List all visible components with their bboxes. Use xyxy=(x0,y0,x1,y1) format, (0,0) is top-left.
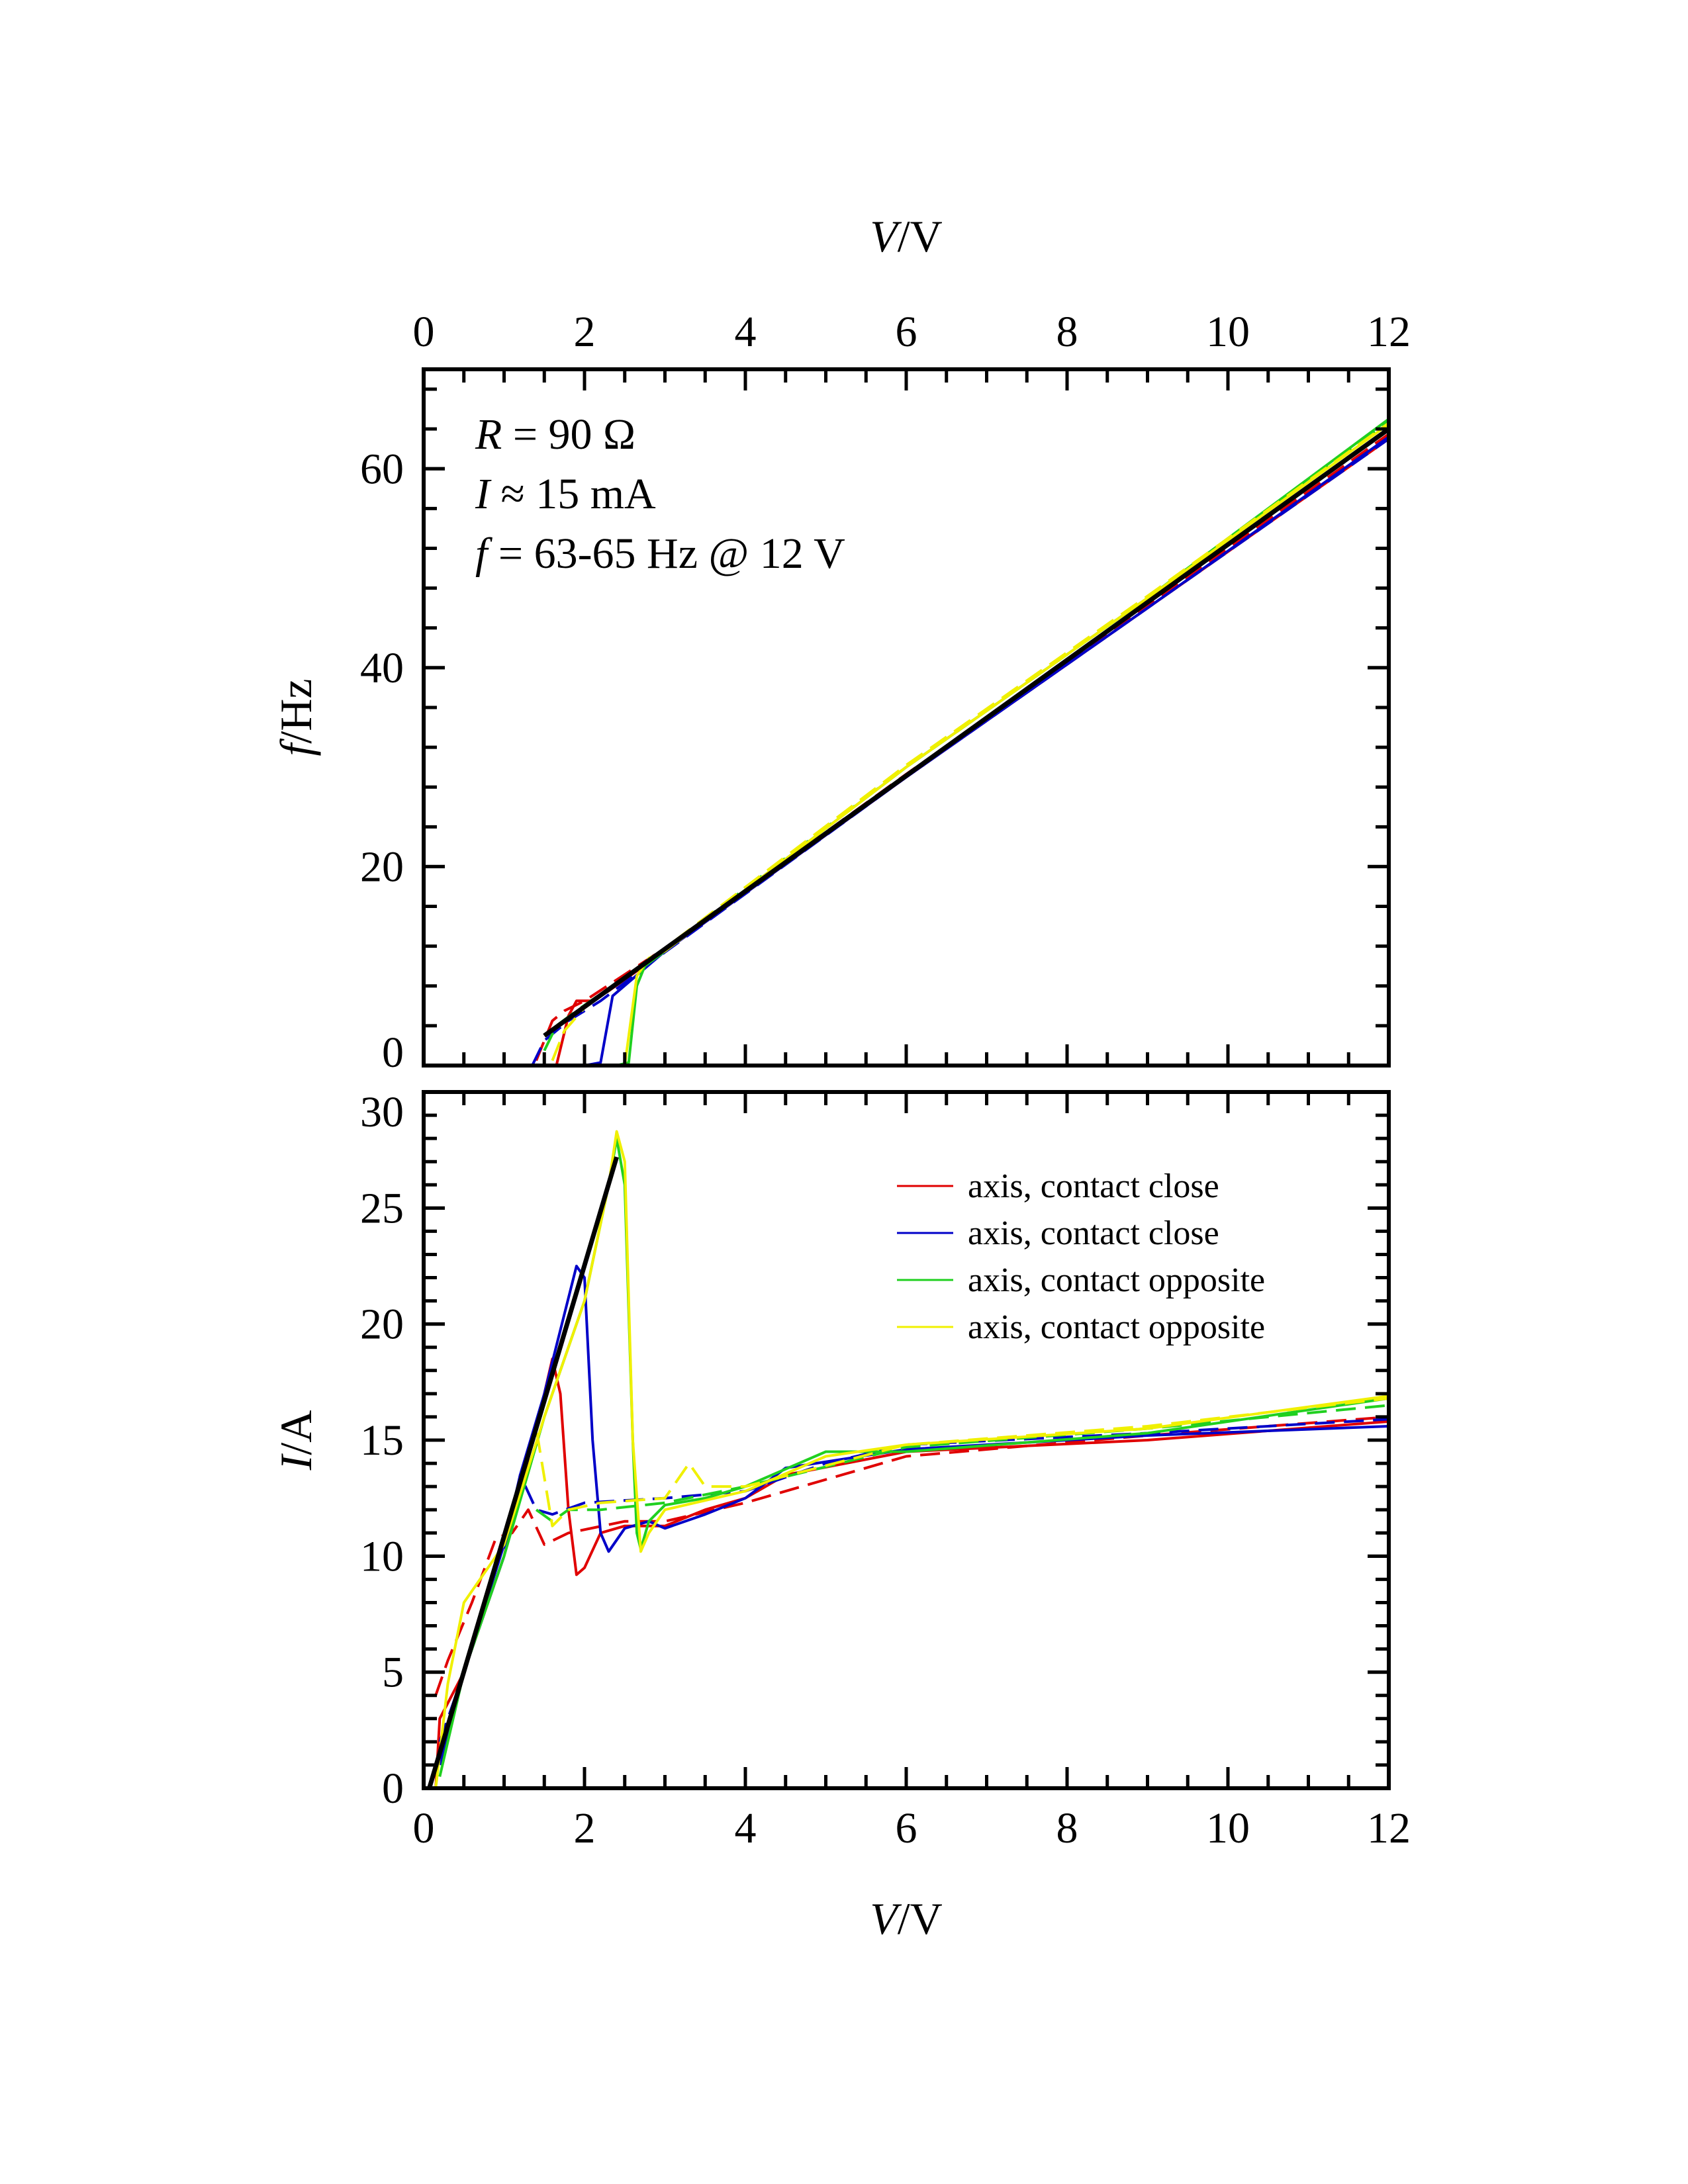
plot-frame xyxy=(422,1090,1391,1790)
series-group xyxy=(427,1130,1389,1788)
y-tick-label: 5 xyxy=(382,1649,404,1697)
x-axis-var: V xyxy=(870,211,902,261)
series-line-dashed xyxy=(535,433,1389,1062)
y-tick-label: 15 xyxy=(360,1416,404,1465)
y-tick-label: 25 xyxy=(360,1184,404,1232)
series-line-dashed xyxy=(535,1404,1389,1523)
x-tick-label: 10 xyxy=(1206,1804,1250,1852)
x-axis-unit: /V xyxy=(898,1893,943,1944)
y-axis-title: f/Hz xyxy=(271,678,321,756)
annotation-var: I xyxy=(475,470,492,518)
x-tick-label: 6 xyxy=(896,1804,917,1852)
fit-line xyxy=(427,1156,619,1788)
legend-label: axis, contact opposite xyxy=(968,1308,1265,1346)
x-tick-label: 0 xyxy=(413,1804,435,1852)
y-tick-label: 30 xyxy=(360,1088,404,1136)
y-axis-var: I xyxy=(271,1453,321,1471)
series-line-dashed xyxy=(531,437,1389,1066)
legend-label: axis, contact opposite xyxy=(968,1261,1265,1299)
annotation-text: R = 90 Ω xyxy=(475,410,635,459)
annotation-text: f = 63-65 Hz @ 12 V xyxy=(475,529,845,578)
legend-label: axis, contact close xyxy=(968,1167,1219,1205)
annotation-var: R xyxy=(475,410,502,459)
y-axis-unit: /A xyxy=(271,1410,321,1455)
x-tick-label: 12 xyxy=(1367,1804,1411,1852)
x-tick-label: 0 xyxy=(413,308,435,356)
x-tick-label: 8 xyxy=(1056,1804,1078,1852)
x-axis-title: V/V xyxy=(870,1893,943,1944)
y-tick-label: 20 xyxy=(360,1300,404,1349)
y-tick-label: 60 xyxy=(360,445,404,493)
series-line-dashed xyxy=(438,1418,1389,1743)
x-tick-label: 8 xyxy=(1056,308,1078,356)
y-tick-label: 10 xyxy=(360,1532,404,1580)
y-tick-label: 0 xyxy=(382,1764,404,1813)
y-tick-label: 0 xyxy=(382,1028,404,1077)
x-axis-unit: /V xyxy=(898,211,943,261)
y-tick-label: 40 xyxy=(360,644,404,692)
annotation-value: = 63-65 Hz @ 12 V xyxy=(487,529,845,578)
x-tick-label: 4 xyxy=(735,1804,757,1852)
series-line-solid xyxy=(434,1357,1389,1788)
annotation-text: I ≈ 15 mA xyxy=(475,470,656,518)
x-tick-label: 4 xyxy=(735,308,757,356)
series-line-solid xyxy=(424,423,1389,1066)
x-tick-label: 10 xyxy=(1206,308,1250,356)
annotation-value: ≈ 15 mA xyxy=(490,470,656,518)
x-axis-title: V/V xyxy=(870,211,943,261)
y-axis-unit: /Hz xyxy=(271,678,321,743)
series-line-dashed xyxy=(434,1415,1389,1696)
x-tick-label: 12 xyxy=(1367,308,1411,356)
y-tick-label: 20 xyxy=(360,842,404,891)
annotation-value: = 90 Ω xyxy=(502,410,635,459)
x-tick-label: 2 xyxy=(574,1804,596,1852)
legend-label: axis, contact close xyxy=(968,1214,1219,1252)
x-axis-var: V xyxy=(870,1893,902,1944)
x-tick-label: 2 xyxy=(574,308,596,356)
bottom-panel: 0 2 4 6 8 10 12 0 5 10 15 20 25 30 V/V I/A axis, contact… xyxy=(271,1088,1411,1944)
y-axis-title: I/A xyxy=(271,1410,321,1471)
x-tick-label: 6 xyxy=(896,308,917,356)
series-line-solid xyxy=(438,1137,1389,1777)
series-line-solid xyxy=(434,1130,1389,1788)
series-line-dashed xyxy=(527,1396,1389,1527)
fit-line xyxy=(543,427,1389,1038)
